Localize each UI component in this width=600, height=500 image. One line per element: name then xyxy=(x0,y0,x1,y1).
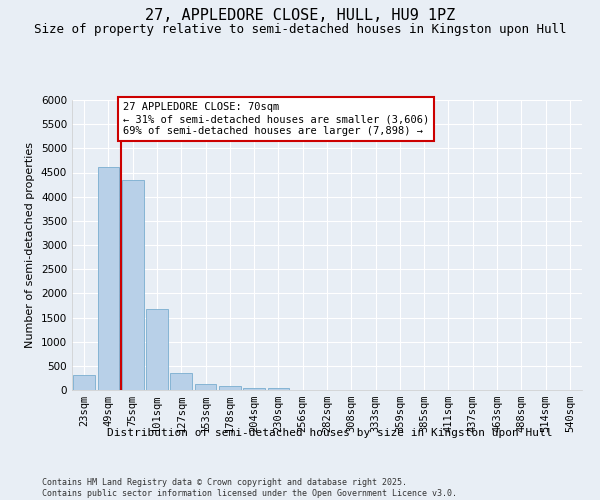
Text: Distribution of semi-detached houses by size in Kingston upon Hull: Distribution of semi-detached houses by … xyxy=(107,428,553,438)
Bar xyxy=(97,166,119,390)
Text: 27, APPLEDORE CLOSE, HULL, HU9 1PZ: 27, APPLEDORE CLOSE, HULL, HU9 1PZ xyxy=(145,8,455,22)
Text: Size of property relative to semi-detached houses in Kingston upon Hull: Size of property relative to semi-detach… xyxy=(34,22,566,36)
Bar xyxy=(219,386,241,390)
Bar xyxy=(73,376,95,390)
Bar xyxy=(146,310,168,390)
Y-axis label: Number of semi-detached properties: Number of semi-detached properties xyxy=(25,142,35,348)
Bar xyxy=(194,384,217,390)
Bar xyxy=(268,388,289,390)
Text: 27 APPLEDORE CLOSE: 70sqm
← 31% of semi-detached houses are smaller (3,606)
69% : 27 APPLEDORE CLOSE: 70sqm ← 31% of semi-… xyxy=(123,102,429,136)
Bar xyxy=(122,180,143,390)
Bar xyxy=(243,388,265,390)
Text: Contains HM Land Registry data © Crown copyright and database right 2025.
Contai: Contains HM Land Registry data © Crown c… xyxy=(42,478,457,498)
Bar xyxy=(170,373,192,390)
